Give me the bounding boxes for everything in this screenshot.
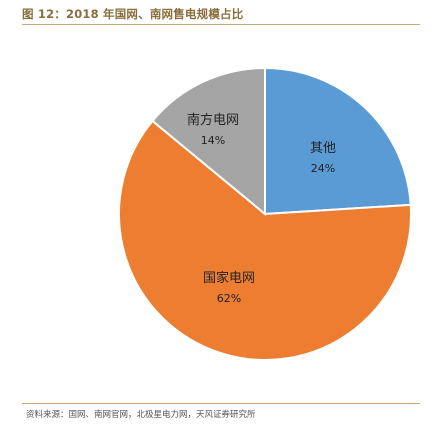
slice-value-label-0: 24% (311, 162, 335, 175)
slice-label-2: 南方电网 (187, 112, 239, 128)
slice-value-label-2: 14% (201, 134, 225, 147)
figure-title: 图 12：2018 年国网、南网售电规模占比 (22, 7, 244, 21)
source-note: 资料来源：国网、南网官网，北极星电力网，天风证券研究所 (26, 410, 256, 420)
pie-slices (118, 66, 412, 361)
pie-slice-1 (118, 119, 412, 361)
pie-slice-2 (151, 66, 266, 217)
pie-slice-0 (264, 66, 412, 216)
title-divider (22, 24, 420, 25)
slice-value-label-1: 62% (217, 292, 241, 305)
source-divider (22, 403, 420, 404)
pie-labels: 其他 24% 国家电网 62% 南方电网 14% (187, 112, 336, 305)
slice-label-0: 其他 (310, 141, 336, 156)
pie-chart: 其他 24% 国家电网 62% 南方电网 14% (118, 66, 412, 361)
slice-label-1: 国家电网 (203, 270, 255, 286)
